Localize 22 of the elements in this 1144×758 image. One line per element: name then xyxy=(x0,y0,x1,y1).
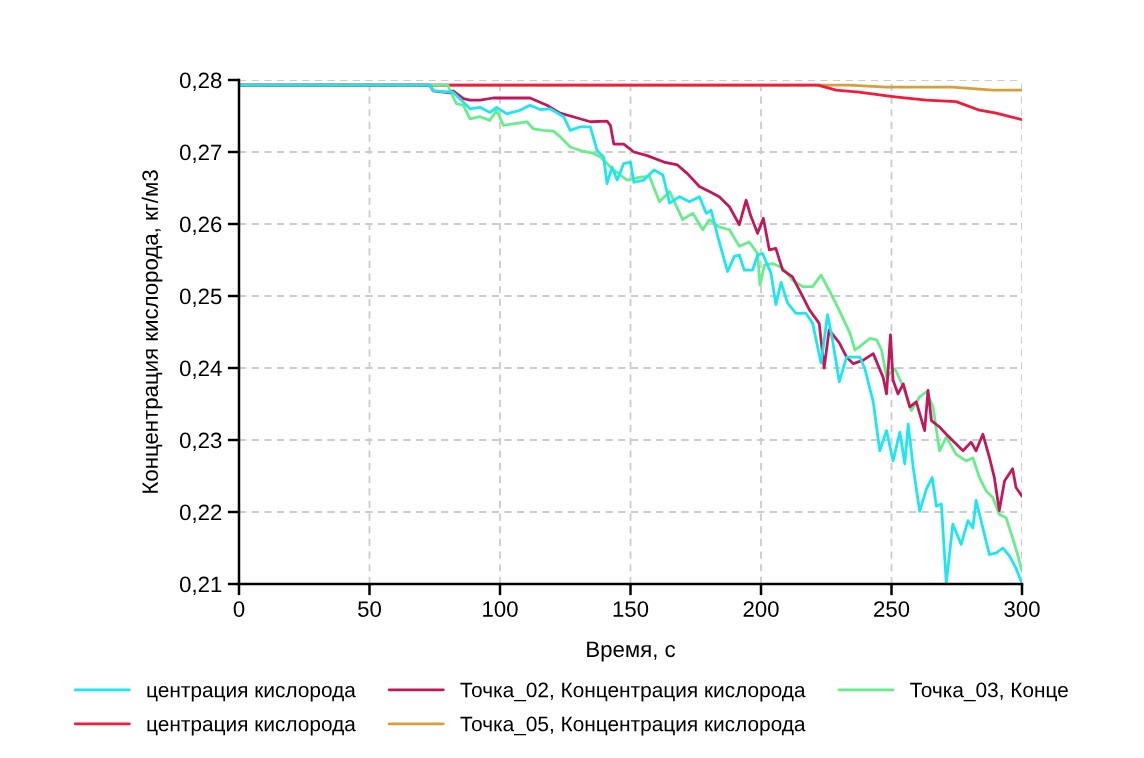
x-tick-label: 150 xyxy=(613,601,649,617)
y-axis-title: Концентрация кислорода, кг/м3 xyxy=(141,170,163,493)
y-tick-label: 0,25 xyxy=(179,288,222,307)
x-axis-title: Время, с xyxy=(587,641,676,662)
x-tick-label: 100 xyxy=(483,601,518,617)
y-tick-label: 0,27 xyxy=(179,144,222,163)
y-tick-label: 0,28 xyxy=(179,72,222,91)
y-tick-label: 0,23 xyxy=(179,432,222,451)
x-tick-label: 50 xyxy=(358,601,381,617)
legend-label: Точка_05, Концентрация кислорода xyxy=(460,716,806,736)
y-tick-label: 0,24 xyxy=(179,360,222,379)
legend-label: центрация кислорода xyxy=(147,685,356,702)
legend-label: Точка_02, Концентрация кислорода xyxy=(460,682,806,702)
x-tick-label: 250 xyxy=(874,601,910,617)
y-tick-label: 0,26 xyxy=(179,216,222,235)
x-tick-label: 0 xyxy=(233,601,245,617)
y-tick-label: 0,21 xyxy=(179,576,222,595)
y-tick-label: 0,22 xyxy=(179,504,222,523)
x-tick-label: 200 xyxy=(743,601,779,617)
legend-label: центрация кислорода xyxy=(147,719,356,736)
x-tick-label: 300 xyxy=(1004,601,1040,617)
legend-label: Точка_03, Конце xyxy=(910,682,1068,702)
